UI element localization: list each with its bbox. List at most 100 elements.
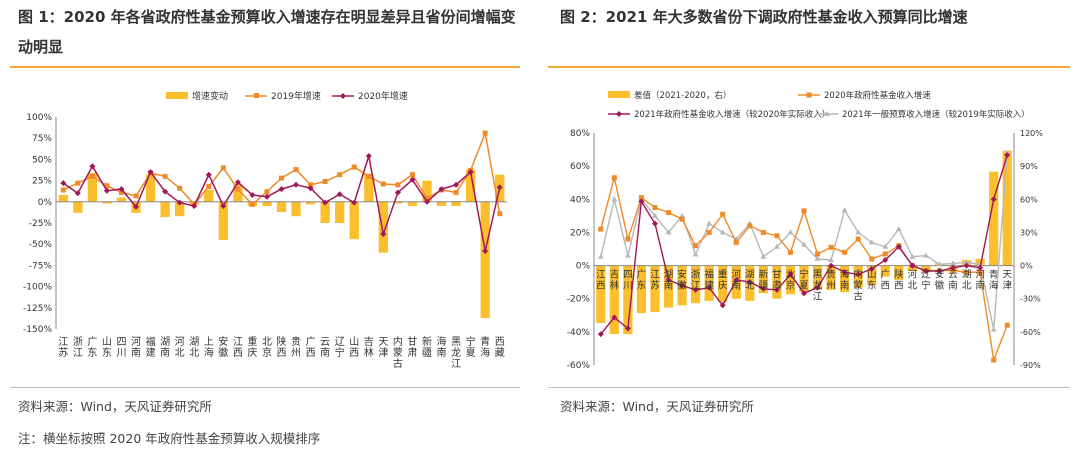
- xtick-label-吉林: 林: [364, 346, 374, 359]
- xtick-label-内蒙古: 古: [853, 291, 863, 303]
- xtick-label-山东: 山: [102, 336, 112, 348]
- xtick-label-河南: 河: [131, 336, 141, 348]
- point-s1-安徽: [679, 216, 685, 222]
- point-s1-重庆: [720, 211, 726, 217]
- xtick-label-黑龙江: 龙: [813, 280, 823, 292]
- bar-云南: [320, 201, 330, 223]
- xtick-label-福建: 福: [146, 335, 156, 348]
- xtick-label-陕西: 西: [894, 281, 904, 292]
- point-s3-浙江: [692, 251, 699, 257]
- point-s1-贵州: [828, 244, 834, 250]
- bar-陕西: [894, 265, 904, 280]
- point-2020-广西: [307, 185, 314, 192]
- xtick-label-黑龙江: 江: [451, 358, 461, 370]
- point-s3-河北: [909, 253, 916, 259]
- point-s2-浙江: [692, 286, 699, 293]
- legend-marker: [616, 111, 622, 117]
- ytick-right-label: 120%: [1020, 129, 1043, 138]
- xtick-label-河南: 河: [732, 269, 742, 281]
- point-2019-黑龙江: [453, 189, 459, 195]
- bar-贵州: [291, 201, 301, 217]
- point-2019-天津: [380, 181, 386, 187]
- xtick-label-西藏: 藏: [495, 347, 505, 359]
- bar-福建: [704, 265, 714, 301]
- ytick-right-label: 30%: [1020, 228, 1038, 237]
- point-2019-重庆: [249, 201, 255, 207]
- fig1-title: 图 1：2020 年各省政府性基金预算收入增速存在明显差异且省份间增幅变动明显: [18, 8, 516, 56]
- ytick-left-label: 40%: [570, 195, 590, 205]
- point-2020-青海: [482, 248, 489, 254]
- xtick-label-四川: 川: [116, 348, 126, 359]
- ytick-left-label: -20%: [567, 295, 591, 305]
- xtick-label-浙江: 江: [691, 281, 701, 292]
- bar-北京: [262, 201, 272, 207]
- point-2020-江西: [234, 179, 241, 186]
- xtick-label-贵州: 贵: [291, 335, 301, 348]
- xtick-label-广西: 西: [881, 281, 891, 292]
- legend-label-0: 增速变动: [192, 90, 228, 102]
- bar-山东: [867, 265, 877, 286]
- point-s1-湖南: [666, 210, 672, 216]
- point-2020-安徽: [220, 203, 227, 209]
- ytick-right-label: 60%: [1020, 195, 1038, 204]
- ytick-left-label: 60%: [570, 162, 590, 172]
- xtick-label-吉林: 吉: [610, 270, 620, 281]
- point-s2-陕西: [895, 243, 902, 250]
- point-s2-北京: [787, 271, 794, 278]
- xtick-label-江苏: 江: [650, 270, 660, 281]
- xtick-label-辽宁: 宁: [335, 346, 345, 359]
- xtick-label-北京: 京: [262, 346, 272, 359]
- point-2020-江苏: [60, 180, 67, 187]
- point-s2-内蒙古: [855, 271, 862, 278]
- xtick-label-新疆: 新: [759, 269, 769, 281]
- xtick-label-江西: 江: [596, 270, 606, 281]
- point-s2-江苏: [652, 220, 658, 227]
- xtick-label-西藏: 西: [495, 337, 505, 348]
- point-s2-宁夏: [801, 290, 807, 297]
- point-2019-新疆: [424, 195, 430, 201]
- xtick-label-甘肃: 肃: [407, 347, 417, 359]
- bar-上海: [204, 189, 214, 202]
- bar-重庆: [718, 265, 728, 303]
- fig1-note: 注：横坐标按照 2020 年政府性基金预算收入规模排序: [18, 431, 321, 446]
- point-s1-吉林: [611, 175, 617, 181]
- chart1: 增速变动 2019年增速 2020年增速 100% 75% 50% 25% 0% -25% -50…: [23, 90, 507, 370]
- point-s3-新疆: [760, 253, 767, 259]
- point-s2-吉林: [611, 314, 618, 321]
- xtick-label-天津: 天: [1002, 270, 1012, 281]
- bar-贵州: [826, 265, 836, 290]
- ytick-left-label: -40%: [567, 328, 591, 338]
- bar-黑龙江: [451, 201, 461, 207]
- bar-宁夏: [799, 265, 809, 293]
- xtick-label-山东: 山: [867, 270, 877, 281]
- point-2020-黑龙江: [453, 181, 460, 188]
- legend-marker: [806, 92, 812, 98]
- point-s1-福建: [706, 229, 712, 235]
- point-s1-河南: [977, 269, 983, 275]
- bar-天津: [378, 201, 388, 253]
- point-s3-山东: [868, 239, 875, 245]
- xtick-label-四川: 四: [623, 270, 633, 281]
- xtick-label-湖北: 北: [189, 347, 199, 359]
- ytick-label: -100%: [23, 283, 52, 293]
- bar-天津: [1002, 150, 1012, 266]
- point-s3-湖南: [665, 229, 672, 235]
- point-s1-新疆: [760, 229, 766, 235]
- bar-吉林: [609, 265, 619, 335]
- xtick-label-北京: 京: [786, 280, 796, 292]
- xtick-label-黑龙江: 黑: [451, 336, 461, 348]
- point-2020-贵州: [293, 181, 299, 188]
- point-s2-青海: [990, 196, 997, 203]
- point-2020-甘肃: [409, 176, 416, 183]
- point-s1-浙江: [693, 243, 699, 249]
- xtick-label-云南: 南: [948, 280, 958, 292]
- xtick-label-内蒙古: 古: [393, 357, 403, 370]
- xtick-label-湖南: 湖: [664, 270, 674, 281]
- xtick-label-河北: 河: [175, 336, 185, 348]
- xtick-label-河南: 南: [131, 346, 141, 359]
- point-s3-宁夏: [801, 241, 807, 247]
- xtick-label-安徽: 安: [218, 335, 228, 348]
- xtick-label-宁夏: 宁: [466, 335, 476, 348]
- xtick-label-上海: 上: [204, 336, 214, 348]
- point-s3-安徽: [679, 212, 686, 218]
